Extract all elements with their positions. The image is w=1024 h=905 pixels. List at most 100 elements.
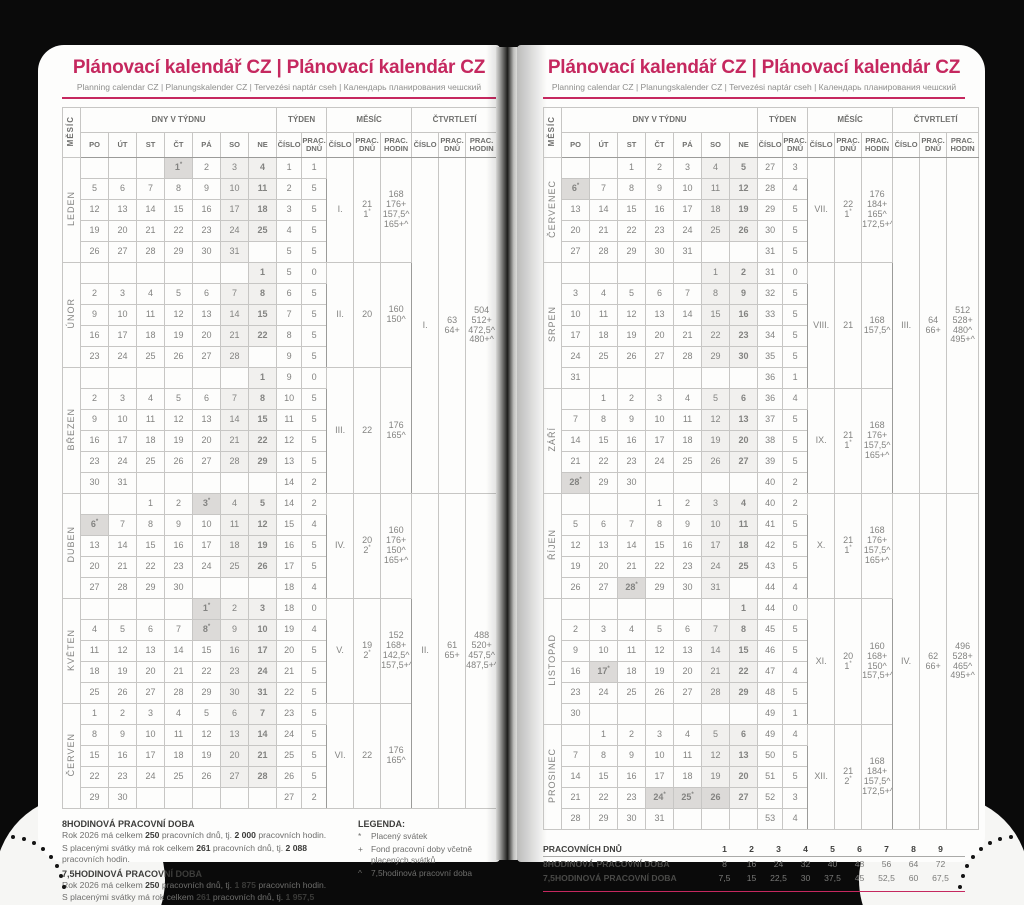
week-workdays-cell: 5	[301, 346, 328, 368]
day-cell: 17*	[589, 661, 618, 683]
day-cell: 10	[561, 304, 590, 326]
day-cell: 1	[247, 367, 278, 389]
day-cell	[589, 157, 618, 179]
day-cell	[136, 787, 165, 809]
day-cell: 1	[589, 388, 618, 410]
day-cell: 3	[220, 157, 249, 179]
day-cell: 7	[108, 514, 137, 536]
day-cell: 22	[645, 556, 674, 578]
day-cell: 5	[108, 619, 137, 641]
week-number-cell: 48	[757, 682, 784, 704]
day-cell	[617, 493, 646, 515]
weekday-header: PO	[80, 132, 109, 158]
day-cell: 24*	[645, 787, 674, 809]
day-cell: 9	[673, 514, 702, 536]
day-cell: 8	[247, 388, 278, 410]
day-cell: 14	[589, 199, 618, 221]
month-name-label: LEDEN	[62, 157, 81, 263]
week-number-cell: 49	[757, 724, 784, 746]
day-cell: 11	[220, 514, 249, 536]
day-cell: 27	[645, 346, 674, 368]
day-cell	[589, 703, 618, 725]
week-workdays-cell: 5	[301, 325, 328, 347]
working-time-heading: 7,5HODINOVÁ PRACOVNÍ DOBA	[62, 868, 203, 879]
day-cell: 10	[192, 514, 221, 536]
workdays-header-label: PRACOVNÍCH DNŮ	[543, 842, 711, 857]
day-cell: 12	[164, 409, 193, 431]
workdays-value-row: 8HODINOVÁ PRACOVNÍ DOBA 8 16 24 32 40 48 56 64 72	[543, 857, 965, 872]
book-gutter	[496, 47, 518, 860]
legend-item: * Placený svátek	[358, 831, 496, 842]
day-cell: 8	[701, 283, 730, 305]
day-cell: 2	[617, 388, 646, 410]
workdays-value-row: 7,5HODINOVÁ PRACOVNÍ DOBA 7,5 15 22,5 30 37,5…	[543, 871, 965, 885]
day-cell: 1	[617, 157, 646, 179]
day-cell: 13	[192, 304, 221, 326]
month-workdays-cell: 20 1*	[834, 598, 863, 725]
day-cell: 16	[617, 430, 646, 452]
day-cell: 12	[164, 304, 193, 326]
day-cell: 4	[136, 388, 165, 410]
day-cell: 3	[561, 283, 590, 305]
week-workdays-cell: 5	[301, 178, 328, 200]
month-number-cell: XI.	[807, 598, 836, 725]
month-number-cell: VIII.	[807, 262, 836, 389]
day-cell: 15	[728, 640, 759, 662]
day-cell: 9	[728, 283, 759, 305]
day-cell: 29	[645, 577, 674, 599]
legend-text: Fond pracovní doby včetně placených svát…	[371, 843, 473, 865]
day-cell: 16	[561, 661, 590, 683]
day-cell: 2	[728, 262, 759, 284]
day-cell: 12	[728, 178, 759, 200]
day-cell: 22	[728, 661, 759, 683]
legend-symbol: *	[358, 831, 362, 841]
column-header: PRAC. HODIN	[380, 132, 413, 158]
week-number-cell: 32	[757, 283, 784, 305]
day-cell: 17	[220, 199, 249, 221]
week-workdays-cell: 3	[782, 157, 809, 179]
day-cell: 5	[561, 514, 590, 536]
day-cell: 6	[192, 388, 221, 410]
day-cell: 1	[80, 703, 109, 725]
day-cell: 13	[220, 724, 249, 746]
day-cell: 31	[701, 577, 730, 599]
column-header: PRAC. HODIN	[861, 132, 894, 158]
week-workdays-cell: 1	[301, 157, 328, 179]
day-cell: 21	[673, 325, 702, 347]
day-cell: 23	[617, 451, 646, 473]
day-cell: 9	[108, 724, 137, 746]
workdays-value: 40	[827, 859, 838, 869]
day-cell: 4	[673, 388, 702, 410]
day-cell: 11	[589, 304, 618, 326]
day-cell: 16	[192, 199, 221, 221]
month-name-label: BŘEZEN	[62, 367, 81, 494]
working-time-heading: 8HODINOVÁ PRACOVNÍ DOBA	[62, 819, 195, 829]
week-number-cell: 13	[276, 451, 303, 473]
day-cell: 31	[645, 808, 674, 830]
workdays-value: 52,5	[878, 873, 895, 883]
week-workdays-cell: 5	[782, 451, 809, 473]
day-cell: 10	[701, 514, 730, 536]
weekday-header: ÚT	[589, 132, 618, 158]
column-header: PRAC. DNŮ	[301, 132, 328, 158]
week-workdays-cell: 2	[782, 493, 809, 515]
day-cell: 25*	[673, 787, 702, 809]
day-cell: 29	[192, 682, 221, 704]
day-cell: 2	[80, 388, 109, 410]
month-number-cell: III.	[326, 367, 355, 494]
day-cell: 29	[589, 472, 618, 494]
working-time-line: Rok 2026 má celkem 250 pracovních dnů, t…	[62, 830, 327, 840]
perforation-dot	[998, 837, 1003, 842]
week-number-cell: 5	[276, 262, 303, 284]
day-cell: 21	[220, 325, 249, 347]
day-cell: 5	[164, 388, 193, 410]
day-cell: 20	[589, 556, 618, 578]
week-number-cell: 40	[757, 472, 784, 494]
month-name-text: ČERVEN	[65, 732, 76, 777]
day-cell	[192, 262, 221, 284]
week-workdays-cell: 5	[782, 535, 809, 557]
week-number-cell: 3	[276, 199, 303, 221]
week-workdays-cell: 5	[782, 430, 809, 452]
week-workdays-cell: 5	[301, 703, 328, 725]
day-cell: 10	[136, 724, 165, 746]
